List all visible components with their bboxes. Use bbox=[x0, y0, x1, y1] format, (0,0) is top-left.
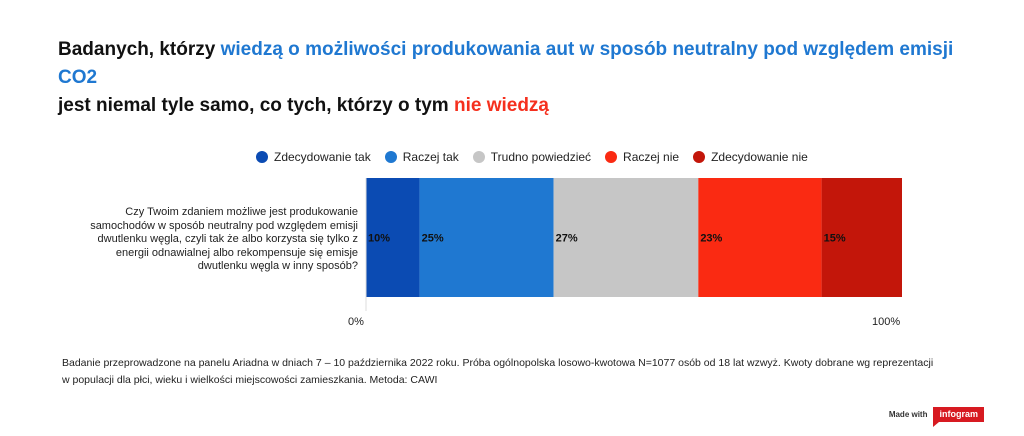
footnote: Badanie przeprowadzone na panelu Ariadna… bbox=[62, 357, 934, 386]
chart-title: Badanych, którzy wiedzą o możliwości pro… bbox=[58, 36, 958, 120]
legend-label-1: Raczej tak bbox=[402, 150, 459, 164]
infogram-logo[interactable]: infogram bbox=[933, 407, 984, 427]
title-text-1: Badanych, którzy bbox=[58, 39, 221, 60]
bar-value-label-4: 15% bbox=[824, 233, 846, 245]
axis-min-label: 0% bbox=[348, 316, 364, 328]
legend-label-3: Raczej nie bbox=[623, 150, 680, 164]
legend-swatch-0 bbox=[256, 151, 268, 163]
title-highlight-dont-know: nie wiedzą bbox=[453, 95, 549, 116]
bar-segment-4[interactable] bbox=[821, 178, 902, 297]
bar-segment-1[interactable] bbox=[419, 178, 554, 297]
bar-segment-2[interactable] bbox=[553, 178, 699, 297]
infogram-branding[interactable]: Made with infogram bbox=[888, 407, 984, 427]
legend-swatch-4 bbox=[693, 151, 706, 163]
legend-item-1[interactable]: Raczej tak bbox=[384, 150, 459, 164]
legend-item-0[interactable]: Zdecydowanie tak bbox=[256, 150, 371, 164]
bar-value-label-3: 23% bbox=[700, 233, 722, 245]
axis-max-label: 100% bbox=[872, 316, 901, 328]
made-with-text: Made with bbox=[888, 410, 928, 419]
legend-swatch-1 bbox=[384, 151, 397, 163]
bar-value-label-0: 10% bbox=[368, 233, 390, 245]
legend-item-2[interactable]: Trudno powiedzieć bbox=[472, 150, 592, 164]
bar-value-label-2: 27% bbox=[556, 233, 578, 245]
legend-swatch-3 bbox=[605, 151, 618, 163]
question-label: Czy Twoim zdaniem możliwe jest produkowa… bbox=[90, 206, 358, 272]
legend-label-4: Zdecydowanie nie bbox=[711, 150, 808, 164]
legend-item-4[interactable]: Zdecydowanie nie bbox=[693, 150, 808, 164]
bar-value-label-1: 25% bbox=[422, 233, 444, 245]
legend-label-0: Zdecydowanie tak bbox=[274, 150, 371, 164]
legend-label-2: Trudno powiedzieć bbox=[490, 150, 592, 164]
bar-segment-3[interactable] bbox=[698, 178, 822, 297]
title-text-2: jest niemal tyle samo, co tych, którzy o… bbox=[58, 95, 454, 116]
bar-segment-0[interactable] bbox=[366, 178, 420, 297]
chart-legend: Zdecydowanie tak Raczej tak Trudno powiedz… bbox=[0, 150, 1024, 164]
title-highlight-know: wiedzą o możliwości produkowania aut w s… bbox=[58, 39, 954, 88]
legend-item-3[interactable]: Raczej nie bbox=[605, 150, 679, 164]
legend-swatch-2 bbox=[472, 151, 485, 163]
